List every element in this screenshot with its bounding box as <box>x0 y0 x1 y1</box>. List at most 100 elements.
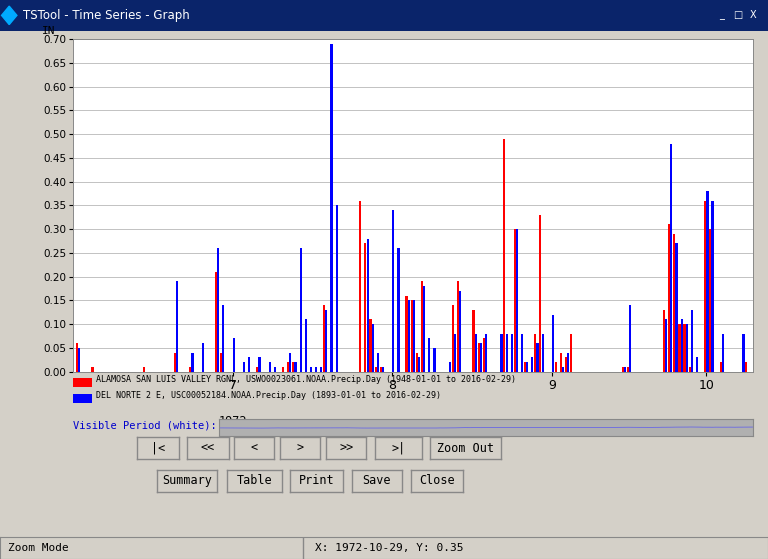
Text: Zoom Out: Zoom Out <box>437 442 494 455</box>
Bar <box>382 367 384 372</box>
Bar <box>711 201 713 372</box>
Bar <box>274 367 276 372</box>
Bar <box>421 282 423 372</box>
Bar <box>554 362 557 372</box>
Bar <box>503 139 505 372</box>
Bar <box>485 334 487 372</box>
Bar <box>217 248 220 372</box>
Bar <box>366 239 369 372</box>
Text: □: □ <box>733 11 742 20</box>
Bar <box>526 362 528 372</box>
Bar <box>189 367 191 372</box>
Text: IN: IN <box>42 26 56 36</box>
Bar <box>684 324 686 372</box>
Bar <box>222 305 224 372</box>
Bar <box>174 353 176 372</box>
Bar <box>429 338 430 372</box>
Bar <box>680 319 683 372</box>
Bar <box>709 229 711 372</box>
Bar <box>622 367 624 372</box>
Bar <box>233 338 235 372</box>
Bar <box>418 358 420 372</box>
Bar <box>665 319 667 372</box>
Bar <box>475 334 477 372</box>
Bar <box>76 343 78 372</box>
Bar <box>256 367 258 372</box>
Bar <box>745 362 747 372</box>
Text: Close: Close <box>419 474 455 487</box>
Bar <box>627 367 629 372</box>
Bar <box>678 324 680 372</box>
Bar <box>449 362 451 372</box>
Bar <box>397 248 399 372</box>
Bar <box>290 353 291 372</box>
Text: X: X <box>750 11 756 20</box>
Bar <box>674 234 675 372</box>
Bar <box>375 367 377 372</box>
Text: >: > <box>296 442 304 455</box>
Bar <box>392 210 395 372</box>
Bar <box>336 206 338 372</box>
Bar <box>258 358 260 372</box>
Bar <box>629 305 631 372</box>
Bar <box>423 286 425 372</box>
Text: <: < <box>250 442 258 455</box>
Text: Table: Table <box>237 474 272 487</box>
Bar <box>323 305 325 372</box>
Bar <box>78 348 81 372</box>
Bar <box>454 334 456 372</box>
Bar <box>452 305 454 372</box>
Bar <box>310 367 312 372</box>
Text: >>: >> <box>339 442 353 455</box>
Bar <box>411 301 412 372</box>
Bar <box>704 201 707 372</box>
Bar <box>541 334 544 372</box>
Bar <box>300 248 302 372</box>
Bar <box>560 353 562 372</box>
Bar <box>408 301 410 372</box>
Bar <box>287 362 290 372</box>
Bar <box>413 301 415 372</box>
Bar <box>415 353 418 372</box>
Bar <box>686 324 688 372</box>
Text: Visible Period (white):: Visible Period (white): <box>73 421 217 431</box>
Bar <box>482 338 485 372</box>
Bar <box>511 334 513 372</box>
Bar <box>191 353 194 372</box>
Bar <box>294 362 296 372</box>
Text: Zoom Mode: Zoom Mode <box>8 543 68 553</box>
Bar <box>562 367 564 372</box>
Bar <box>565 358 568 372</box>
Text: X: 1972-10-29, Y: 0.35: X: 1972-10-29, Y: 0.35 <box>315 543 463 553</box>
Text: Summary: Summary <box>163 474 212 487</box>
Bar <box>720 362 722 372</box>
Text: ALAMOSA SAN LUIS VALLEY RGNL, USWO0023061.NOAA.Precip.Day (1948-01-01 to 2016-02: ALAMOSA SAN LUIS VALLEY RGNL, USWO002306… <box>96 375 516 384</box>
Bar <box>330 44 333 372</box>
Bar <box>478 343 480 372</box>
Bar <box>552 315 554 372</box>
Bar <box>91 367 94 372</box>
Bar <box>372 324 374 372</box>
Bar <box>315 367 317 372</box>
Bar <box>514 229 516 372</box>
Bar <box>433 348 435 372</box>
Bar <box>305 319 307 372</box>
Bar <box>670 144 673 372</box>
Bar <box>539 215 541 372</box>
Text: >|: >| <box>392 442 406 455</box>
Bar <box>696 358 698 372</box>
Text: |<: |< <box>151 442 165 455</box>
Bar <box>220 353 222 372</box>
Text: TSTool - Time Series - Graph: TSTool - Time Series - Graph <box>23 9 190 22</box>
Bar <box>531 358 534 372</box>
Text: Print: Print <box>299 474 334 487</box>
Bar <box>406 296 408 372</box>
Text: _: _ <box>720 11 724 20</box>
Text: Save: Save <box>362 474 391 487</box>
Bar <box>675 243 677 372</box>
Bar <box>689 367 690 372</box>
Bar <box>364 243 366 372</box>
Bar <box>326 310 327 372</box>
Bar <box>668 224 670 372</box>
Text: <<: << <box>200 442 215 455</box>
